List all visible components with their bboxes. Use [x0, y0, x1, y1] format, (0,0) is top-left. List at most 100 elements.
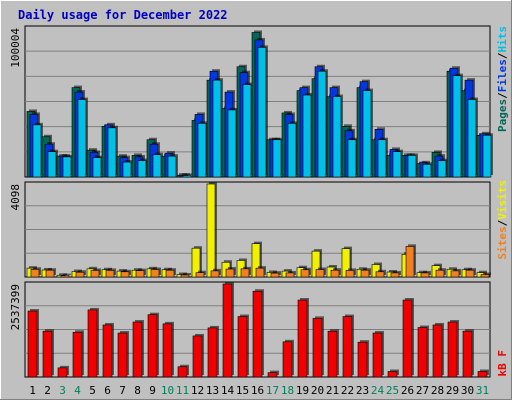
- bar-hits-shadow: [185, 173, 193, 175]
- x-tick-label: 19: [296, 384, 309, 397]
- bar-sites: [45, 269, 55, 278]
- legend-visits-panel: Sites/Visits: [496, 180, 509, 260]
- bar-kbytes: [477, 371, 488, 378]
- bar-hits: [242, 84, 252, 178]
- bar-hits: [272, 139, 282, 178]
- bar-kbytes: [282, 341, 293, 378]
- bar-sites: [450, 270, 460, 278]
- bar-sites: [330, 269, 340, 278]
- legend-kbytes-panel: kB F: [496, 350, 509, 377]
- bar-sites: [285, 272, 295, 278]
- x-tick-label: 12: [191, 384, 204, 397]
- ymax-label-visits: 4098: [9, 184, 22, 211]
- legend-item: /: [496, 52, 509, 59]
- bar-sites: [135, 270, 145, 278]
- bar-hits: [287, 123, 297, 178]
- bar-sites: [210, 270, 220, 278]
- legend-item: Sites: [496, 226, 509, 259]
- x-tick-label: 1: [29, 384, 36, 397]
- bar-kbytes: [57, 367, 68, 378]
- bar-hits: [77, 99, 87, 178]
- bar-kbytes: [237, 316, 248, 378]
- bar-kbytes: [252, 290, 263, 378]
- x-tick-label: 4: [74, 384, 81, 397]
- legend-item: /: [496, 219, 509, 226]
- bar-hits: [392, 151, 402, 178]
- bar-kbytes: [327, 330, 338, 378]
- bar-kbytes: [357, 341, 368, 378]
- legend-hits-panel: Pages/Files/Hits: [496, 26, 509, 132]
- bar-sites: [420, 272, 430, 278]
- bar-hits: [362, 90, 372, 178]
- bar-sites: [120, 271, 130, 278]
- x-tick-label: 5: [89, 384, 96, 397]
- legend-item: Hits: [496, 26, 509, 53]
- bar-kbytes: [297, 299, 308, 378]
- bar-hits: [467, 99, 477, 178]
- bar-kbytes: [87, 309, 98, 378]
- x-tick-label: 31: [476, 384, 489, 397]
- x-tick-label: 21: [326, 384, 339, 397]
- x-tick-label: 13: [206, 384, 219, 397]
- bar-hits: [407, 155, 417, 178]
- bar-kbytes: [177, 366, 188, 378]
- bar-sites: [30, 268, 40, 278]
- bar-hits: [137, 160, 147, 178]
- bar-hits: [122, 161, 132, 178]
- bar-kbytes: [462, 330, 473, 378]
- x-labels-layer: 1 2 3 4 5 6 7 8 9 10 11 12 13 14 15 16 17 18 19 20 21 22 23 24 2…: [29, 384, 489, 397]
- bar-kbytes: [192, 335, 203, 378]
- bar-hits: [212, 79, 222, 178]
- bar-sites: [180, 274, 190, 278]
- x-tick-label: 3: [59, 384, 66, 397]
- bar-kbytes: [267, 372, 278, 378]
- ymax-label-kbytes: 2537399: [9, 284, 22, 330]
- bar-kbytes: [147, 314, 158, 378]
- x-tick-label: 8: [134, 384, 141, 397]
- bar-hits: [257, 47, 267, 178]
- x-tick-label: 23: [356, 384, 369, 397]
- bar-sites: [150, 269, 160, 278]
- chart-title: Daily usage for December 2022: [18, 8, 228, 22]
- x-tick-label: 28: [431, 384, 444, 397]
- bar-hits: [197, 123, 207, 178]
- bar-sites: [465, 269, 475, 278]
- bar-sites: [105, 270, 115, 278]
- bar-sites: [345, 270, 355, 278]
- bar-hits: [107, 127, 117, 178]
- bar-sites: [390, 272, 400, 278]
- bar-sites: [195, 272, 205, 278]
- bar-sites: [270, 272, 280, 278]
- bar-kbytes: [72, 331, 83, 378]
- x-tick-label: 26: [401, 384, 414, 397]
- bar-hits: [332, 96, 342, 178]
- bar-kbytes: [372, 332, 383, 378]
- bar-kbytes: [117, 332, 128, 378]
- bar-sites-shadow: [183, 272, 191, 275]
- bar-sites: [240, 268, 250, 278]
- bar-kbytes: [342, 316, 353, 378]
- x-tick-label: 6: [104, 384, 111, 397]
- x-tick-label: 27: [416, 384, 429, 397]
- y-labels-layer: 100004 4098 2537399: [9, 28, 22, 331]
- x-tick-label: 17: [266, 384, 279, 397]
- bar-kbytes: [222, 283, 233, 378]
- bar-hits: [47, 151, 57, 178]
- bar-sites: [165, 269, 175, 278]
- bar-kbytes: [42, 330, 53, 378]
- x-tick-label: 29: [446, 384, 459, 397]
- bar-kbytes: [447, 321, 458, 378]
- legend-item: Files: [496, 59, 509, 92]
- bar-hits: [482, 134, 492, 178]
- bar-hits: [92, 157, 102, 178]
- bar-kbytes: [102, 324, 113, 378]
- bar-sites-shadow: [63, 273, 71, 275]
- x-tick-label: 14: [221, 384, 235, 397]
- bar-sites: [480, 274, 490, 278]
- legend-item: Visits: [496, 180, 509, 220]
- x-tick-label: 24: [371, 384, 385, 397]
- bar-sites: [405, 246, 415, 278]
- bar-kbytes: [417, 327, 428, 378]
